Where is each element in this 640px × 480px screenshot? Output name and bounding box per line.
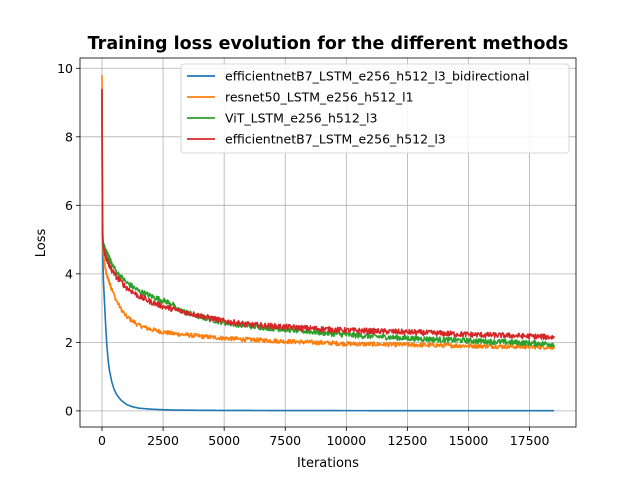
x-tick-label: 15000 bbox=[449, 433, 489, 448]
y-tick-label: 6 bbox=[65, 198, 73, 213]
series-line-1 bbox=[101, 75, 555, 350]
x-axis-ticks: 0 2500 5000 7500 10000 12500 15000 17500 bbox=[98, 427, 550, 448]
plot-frame bbox=[79, 57, 577, 428]
legend-entry-label: ViT_LSTM_e256_h512_l3 bbox=[225, 111, 377, 126]
x-axis-label: Iterations bbox=[297, 456, 359, 471]
y-tick-label: 4 bbox=[65, 266, 73, 281]
legend-entry-label: efficientnetB7_LSTM_e256_h512_l3_bidirec… bbox=[225, 69, 529, 84]
y-tick-label: 2 bbox=[65, 335, 73, 350]
legend-box bbox=[180, 63, 570, 154]
series-line-3 bbox=[101, 88, 555, 341]
legend-entry-label: resnet50_LSTM_e256_h512_l1 bbox=[225, 90, 414, 105]
y-tick-label: 10 bbox=[57, 61, 73, 76]
x-tick-label: 2500 bbox=[147, 433, 179, 448]
x-tick-label: 17500 bbox=[510, 433, 550, 448]
x-tick-label: 0 bbox=[98, 433, 106, 448]
y-axis-label: Loss bbox=[34, 229, 49, 258]
y-axis-ticks: 0 2 4 6 8 10 bbox=[57, 61, 80, 418]
x-tick-label: 5000 bbox=[208, 433, 240, 448]
series-layer bbox=[101, 75, 555, 412]
x-tick-label: 10000 bbox=[326, 433, 366, 448]
x-tick-label: 7500 bbox=[269, 433, 301, 448]
legend-entry-label: efficientnetB7_LSTM_e256_h512_l3 bbox=[225, 132, 446, 147]
series-line-0 bbox=[101, 88, 555, 412]
series-line-2 bbox=[101, 92, 555, 348]
y-tick-label: 0 bbox=[65, 403, 73, 418]
legend: efficientnetB7_LSTM_e256_h512_l3_bidirec… bbox=[180, 63, 570, 154]
y-tick-label: 8 bbox=[65, 129, 73, 144]
x-tick-label: 12500 bbox=[388, 433, 428, 448]
chart-title: Training loss evolution for the differen… bbox=[88, 34, 569, 54]
